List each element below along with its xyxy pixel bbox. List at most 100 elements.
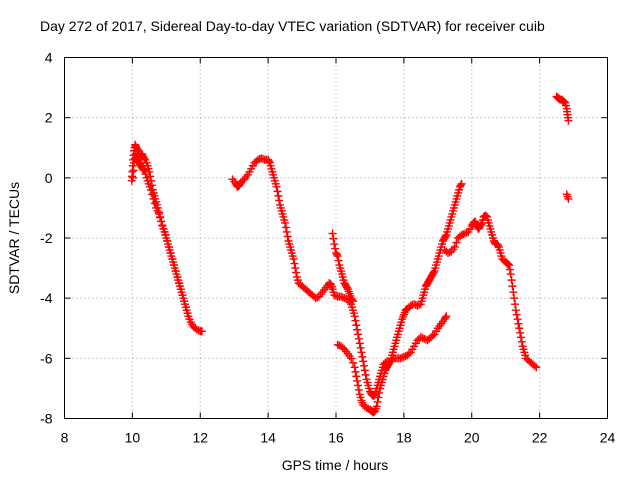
data-point — [508, 282, 517, 291]
data-point — [452, 238, 461, 247]
data-point — [348, 297, 357, 306]
data-point — [399, 352, 408, 361]
data-point — [507, 276, 516, 285]
x-tick-label: 8 — [61, 430, 69, 446]
data-point — [354, 381, 363, 390]
data-point — [257, 154, 266, 163]
data-point — [351, 367, 360, 376]
data-point — [329, 234, 338, 243]
data-point — [181, 303, 190, 312]
data-point — [354, 330, 363, 339]
data-point — [560, 97, 569, 106]
data-point — [372, 402, 381, 411]
x-tick-label: 10 — [125, 430, 141, 446]
data-point — [289, 255, 298, 264]
x-tick-label: 20 — [464, 430, 480, 446]
data-point — [516, 328, 525, 337]
data-point — [328, 229, 337, 238]
data-point — [374, 393, 383, 402]
data-point — [338, 343, 347, 352]
data-point — [170, 261, 179, 270]
data-point — [332, 250, 341, 259]
data-point — [138, 164, 147, 173]
data-point — [504, 260, 513, 269]
data-point — [264, 157, 273, 166]
data-point — [530, 361, 539, 370]
data-point — [175, 279, 184, 288]
data-point — [369, 391, 378, 400]
data-point — [421, 335, 430, 344]
data-point — [347, 354, 356, 363]
y-tick-label: -4 — [40, 290, 53, 306]
data-point — [413, 301, 422, 310]
data-point — [180, 297, 189, 306]
data-point — [311, 294, 320, 303]
data-point — [350, 312, 359, 321]
data-point — [139, 165, 148, 174]
data-point — [352, 372, 361, 381]
data-point — [516, 333, 525, 342]
data-point — [354, 385, 363, 394]
data-point — [559, 97, 568, 106]
data-point — [253, 155, 262, 164]
data-point — [443, 249, 452, 258]
data-points — [127, 92, 573, 417]
data-point — [161, 230, 170, 239]
series-arc-2 — [228, 154, 451, 400]
data-point — [173, 273, 182, 282]
data-point — [333, 252, 342, 261]
data-point — [168, 255, 177, 264]
data-point — [330, 291, 339, 300]
data-point — [511, 306, 520, 315]
series-arc-1b — [129, 149, 194, 324]
data-point — [197, 327, 206, 336]
data-point — [149, 194, 158, 203]
data-point — [406, 301, 415, 310]
x-tick-labels: 8 10 12 14 16 18 20 22 24 — [61, 430, 616, 446]
data-point — [429, 268, 438, 277]
data-point — [361, 370, 370, 379]
data-point — [348, 358, 357, 367]
data-point — [129, 173, 138, 182]
data-point — [158, 221, 167, 230]
data-point — [333, 340, 342, 349]
series-arc-6 — [552, 92, 573, 203]
x-axis-label: GPS time / hours — [282, 457, 389, 473]
data-point — [133, 145, 142, 154]
data-point — [441, 313, 450, 322]
data-point — [357, 348, 366, 357]
data-point — [281, 223, 290, 232]
data-point — [564, 194, 573, 203]
data-point — [457, 179, 466, 188]
data-point — [359, 361, 368, 370]
data-point — [515, 324, 524, 333]
data-point — [360, 366, 369, 375]
data-point — [351, 316, 360, 325]
data-point — [396, 354, 405, 363]
data-point — [460, 229, 469, 238]
data-point — [418, 334, 427, 343]
data-point — [442, 312, 451, 321]
data-point — [291, 264, 300, 273]
data-point — [375, 388, 384, 397]
data-point — [457, 230, 466, 239]
data-point — [428, 331, 437, 340]
data-point — [165, 243, 174, 252]
data-point — [272, 182, 281, 191]
data-point — [354, 334, 363, 343]
data-point — [185, 315, 194, 324]
data-point — [238, 176, 247, 185]
data-point — [154, 209, 163, 218]
x-tick-label: 22 — [532, 430, 548, 446]
data-point — [494, 241, 503, 250]
data-point — [348, 295, 357, 304]
data-point — [156, 213, 165, 222]
y-tick-label: -8 — [40, 411, 53, 427]
y-tick-label: 0 — [45, 170, 53, 186]
data-point — [410, 300, 419, 309]
data-point — [352, 321, 361, 330]
data-point — [146, 172, 155, 181]
data-point — [140, 154, 149, 163]
data-point — [141, 170, 150, 179]
